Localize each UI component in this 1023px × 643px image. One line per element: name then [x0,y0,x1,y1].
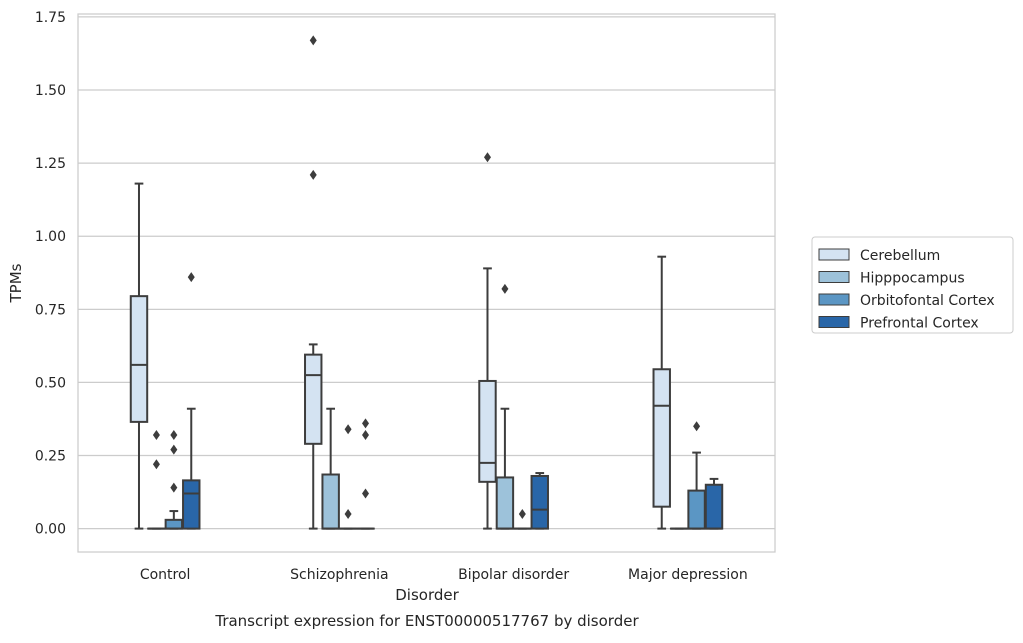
box [183,480,199,528]
box [131,296,147,422]
box [479,381,495,482]
y-axis-label: TPMs [7,263,25,303]
box [654,369,670,506]
x-tick-label: Bipolar disorder [458,567,569,583]
y-tick-label: 0.75 [35,302,66,318]
x-tick-labels: Control Schizophrenia Bipolar disorder Majo… [140,567,748,583]
y-tick-label: 0.00 [35,522,66,538]
box [706,485,722,529]
y-tick-labels: 0.00 0.25 0.50 0.75 1.00 1.25 1.50 1.75 [35,10,66,538]
y-tick-label: 0.50 [35,375,66,391]
chart-title: Transcript expression for ENST0000051776… [214,612,639,630]
y-tick-label: 1.75 [35,10,66,26]
legend-swatch [819,294,849,305]
box [532,476,548,529]
box [688,491,704,529]
legend-label: Orbitofontal Cortex [860,293,995,309]
legend-label: Hipppocampus [860,271,965,287]
legend-label: Cerebellum [860,248,940,264]
legend-swatch [819,317,849,328]
box [497,477,513,528]
box [322,475,338,529]
box-group [706,479,722,529]
x-tick-label: Schizophrenia [290,567,388,583]
y-tick-label: 1.25 [35,156,66,172]
legend-swatch [819,272,849,283]
legend: Cerebellum Hipppocampus Orbitofontal Corte… [812,237,1013,333]
y-tick-label: 1.50 [35,83,66,99]
legend-label: Prefrontal Cortex [860,316,979,332]
legend-swatch [819,249,849,260]
x-tick-label: Major depression [628,567,748,583]
x-tick-label: Control [140,567,191,583]
y-tick-label: 1.00 [35,229,66,245]
x-axis-label: Disorder [395,586,459,604]
box [305,355,321,444]
y-tick-label: 0.25 [35,449,66,465]
box [166,520,182,529]
box-group [532,473,548,529]
